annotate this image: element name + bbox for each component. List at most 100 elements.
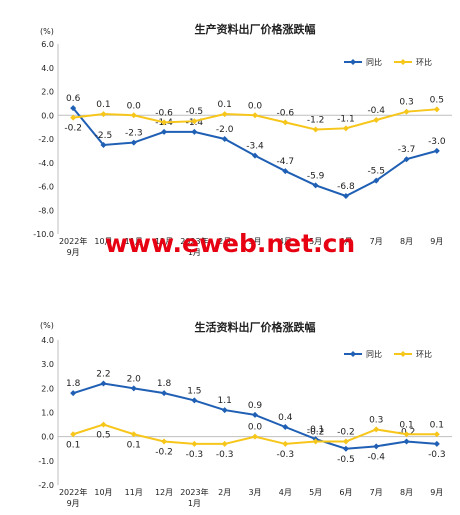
data-point-marker <box>433 147 440 154</box>
x-tick-label: 11月 <box>125 237 143 246</box>
data-point-marker <box>161 119 168 126</box>
data-label: 1.5 <box>187 386 201 396</box>
data-point-marker <box>433 440 440 447</box>
y-tick-label: 0.0 <box>41 111 54 120</box>
x-tick-label: 12月 <box>155 488 173 497</box>
data-point-marker <box>221 111 228 118</box>
data-point-marker <box>161 128 168 135</box>
x-tick-label: 6月 <box>339 488 352 497</box>
x-tick-label: 2月 <box>218 237 231 246</box>
data-label: -3.7 <box>398 145 416 155</box>
x-tick-label: 4月 <box>279 488 292 497</box>
legend-swatch-marker <box>350 59 356 65</box>
y-tick-label: 1.0 <box>41 409 54 418</box>
x-tick-label: 6月 <box>339 237 352 246</box>
data-label: -0.2 <box>155 448 173 458</box>
y-tick-label: -1.0 <box>38 457 54 466</box>
data-label: 1.1 <box>218 396 232 406</box>
data-point-marker <box>130 139 137 146</box>
y-tick-label: 0.0 <box>41 433 54 442</box>
x-tick-label: 10月 <box>94 488 112 497</box>
y-tick-label: 4.0 <box>41 336 54 345</box>
watermark-text: www.eweb.net.cn <box>105 229 355 258</box>
data-label: 0.6 <box>66 94 81 104</box>
x-tick-label: 5月 <box>309 488 322 497</box>
data-point-marker <box>342 438 349 445</box>
data-label: -0.3 <box>216 450 234 460</box>
x-tick-label: 9月 <box>430 237 443 246</box>
data-point-marker <box>191 128 198 135</box>
data-point-marker <box>403 438 410 445</box>
data-label: -0.2 <box>337 428 355 438</box>
x-tick-label: 9月 <box>430 488 443 497</box>
data-point-marker <box>130 385 137 392</box>
data-label: 0.1 <box>399 420 413 430</box>
legend-swatch-marker <box>400 59 406 65</box>
y-unit-label: (%) <box>40 27 54 36</box>
x-tick-label: 2022年 9月 <box>59 487 87 508</box>
data-point-marker <box>191 397 198 404</box>
y-tick-label: 2.0 <box>41 384 54 393</box>
data-point-marker <box>282 119 289 126</box>
data-label: 0.1 <box>96 100 110 110</box>
data-label: 0.0 <box>248 423 263 433</box>
data-label: -6.8 <box>337 182 355 192</box>
data-label: -0.4 <box>367 452 385 462</box>
data-point-marker <box>282 424 289 430</box>
legend-label: 同比 <box>366 57 382 67</box>
data-label: 0.1 <box>430 420 444 430</box>
data-point-marker <box>403 156 410 163</box>
data-point-marker <box>221 136 228 142</box>
x-tick-label: 10月 <box>94 237 112 246</box>
data-point-marker <box>282 440 289 447</box>
x-tick-label: 2月 <box>218 488 231 497</box>
data-label: 2.2 <box>96 370 110 380</box>
data-point-marker <box>403 431 410 438</box>
data-point-marker <box>373 177 380 184</box>
data-point-marker <box>130 431 137 438</box>
x-tick-label: 8月 <box>400 488 413 497</box>
x-tick-label: 7月 <box>370 237 383 246</box>
data-label: 0.3 <box>369 415 383 425</box>
y-tick-label: 3.0 <box>41 360 54 369</box>
data-point-marker <box>100 111 107 118</box>
data-label: 0.9 <box>248 401 263 411</box>
data-point-marker <box>191 118 198 125</box>
data-point-marker <box>100 380 107 387</box>
x-tick-label: 11月 <box>125 488 143 497</box>
data-point-marker <box>433 431 440 438</box>
data-label: 0.4 <box>278 413 293 423</box>
y-tick-label: 6.0 <box>41 40 54 49</box>
data-label: 1.8 <box>157 379 172 389</box>
x-tick-label: 5月 <box>309 237 322 246</box>
x-tick-label: 8月 <box>400 237 413 246</box>
data-point-marker <box>403 108 410 115</box>
data-label: -1.2 <box>307 116 325 126</box>
data-point-marker <box>70 390 77 397</box>
data-label: -0.2 <box>64 124 82 134</box>
data-label: 0.5 <box>430 95 444 105</box>
chart-title: 生产资料出厂价格涨跌幅 <box>195 22 316 36</box>
y-unit-label: (%) <box>40 321 54 330</box>
data-label: 0.3 <box>399 98 413 108</box>
chart-producer-goods: 生产资料出厂价格涨跌幅 (%) -10.0 -8.0 -6.0 -4.0 -2.0 0.0 2.… <box>33 22 452 257</box>
data-label: 0.1 <box>127 440 141 450</box>
data-label: -2.0 <box>216 125 234 135</box>
x-tick-label: 2023年 1月 <box>180 236 208 257</box>
data-label: -2.3 <box>125 129 143 139</box>
data-point-marker <box>373 117 380 123</box>
data-point-marker <box>312 126 319 133</box>
series-line-yoy <box>72 107 438 198</box>
y-tick-label: -4.0 <box>38 159 54 168</box>
x-tick-label: 2022年 9月 <box>59 236 87 257</box>
data-point-marker <box>252 411 258 418</box>
data-label: -3.4 <box>246 142 264 152</box>
x-tick-label: 3月 <box>248 488 261 497</box>
data-point-marker <box>221 407 228 414</box>
legend-swatch-marker <box>400 351 406 357</box>
data-point-marker <box>221 440 228 447</box>
data-label: 0.1 <box>218 100 232 110</box>
data-point-marker <box>342 125 349 132</box>
data-label: -0.3 <box>428 450 446 460</box>
